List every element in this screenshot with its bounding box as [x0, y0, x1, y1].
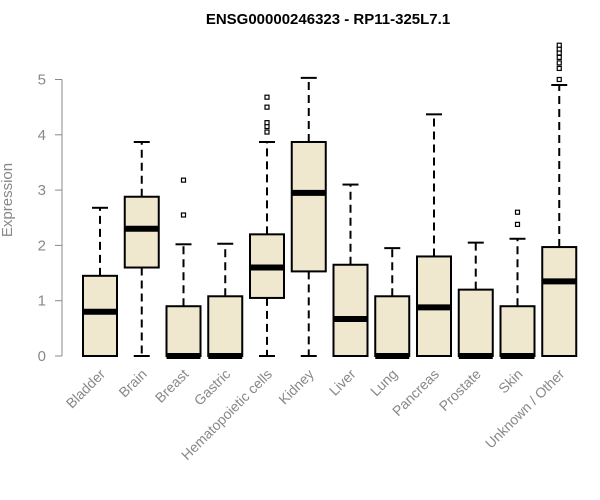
box-prostate	[457, 241, 494, 359]
x-tick-label: Brain	[115, 366, 149, 400]
boxplot-series	[82, 42, 578, 359]
outlier-point	[556, 76, 562, 83]
box-rect	[207, 295, 244, 357]
outlier-point	[264, 120, 270, 126]
y-tick-label: 0	[38, 348, 46, 365]
y-tick-label: 1	[38, 293, 46, 310]
y-tick-label: 5	[38, 72, 46, 89]
x-tick-label: Liver	[326, 366, 359, 399]
box-rect	[374, 295, 411, 357]
outlier-point	[556, 60, 562, 66]
box-rect	[82, 274, 118, 357]
outlier-point	[264, 104, 270, 110]
x-tick-label: Skin	[495, 366, 526, 397]
box-rect	[457, 288, 494, 358]
y-tick-label: 4	[38, 127, 46, 144]
box-breast	[165, 177, 202, 359]
outlier-point	[264, 129, 270, 135]
y-tick-label: 3	[38, 182, 46, 199]
box-bladder	[82, 206, 118, 357]
chart-title: ENSG00000246323 - RP11-325L7.1	[206, 11, 450, 28]
box-rect	[541, 246, 578, 358]
y-axis-label: Expression	[0, 163, 16, 237]
outlier-point	[556, 54, 562, 60]
box-hematopoietic-cells	[249, 94, 285, 357]
outlier-point	[180, 212, 187, 218]
x-tick-label: Kidney	[275, 366, 317, 408]
box-pancreas	[416, 113, 452, 357]
outlier-point	[514, 209, 521, 215]
outlier-point	[264, 94, 270, 100]
box-rect	[165, 305, 202, 358]
outlier-point	[556, 42, 562, 48]
box-gastric	[207, 242, 244, 359]
x-tick-label: Lung	[367, 366, 400, 399]
box-rect	[332, 263, 369, 358]
box-liver	[332, 183, 369, 358]
x-tick-label: Unknown / Other	[482, 366, 568, 452]
y-tick-label: 2	[38, 237, 46, 254]
box-lung	[374, 247, 411, 359]
box-rect	[123, 195, 160, 269]
outlier-point	[514, 221, 521, 227]
box-unknown-other	[541, 42, 578, 358]
box-kidney	[290, 76, 327, 357]
x-tick-label: Bladder	[63, 366, 109, 412]
box-rect	[499, 305, 536, 358]
x-tick-label: Breast	[152, 366, 192, 406]
box-brain	[123, 140, 160, 357]
outlier-point	[180, 177, 187, 183]
box-skin	[499, 209, 536, 359]
x-tick-label: Prostate	[436, 366, 484, 414]
box-rect	[290, 140, 327, 273]
y-axis: 0 1 2 3 4 5	[38, 72, 63, 365]
outlier-point	[556, 65, 562, 72]
